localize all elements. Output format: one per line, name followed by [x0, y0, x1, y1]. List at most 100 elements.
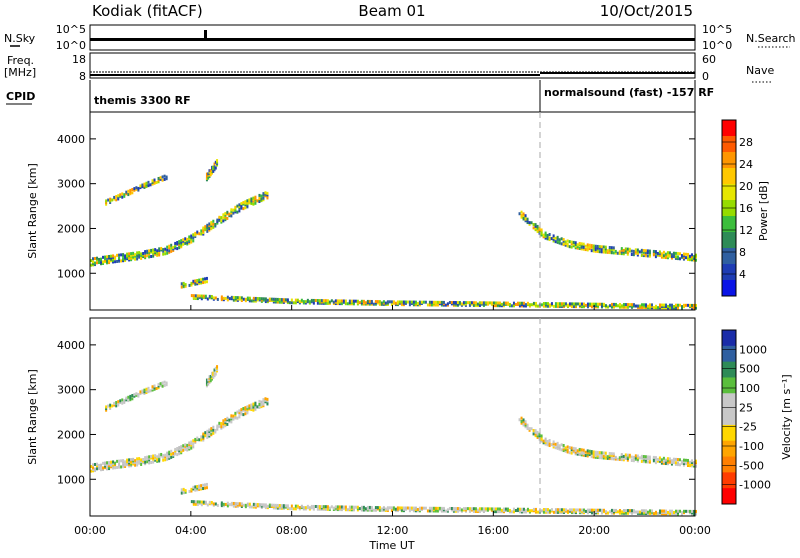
echo-cell: [474, 507, 477, 511]
echo-cell: [466, 301, 469, 305]
echo-cell: [238, 502, 241, 506]
echo-cell: [132, 459, 135, 463]
echo-cell: [596, 244, 599, 248]
echo-cell: [684, 509, 687, 513]
power-colorbar-swatch: [722, 184, 736, 201]
echo-cell: [112, 260, 115, 264]
echo-cell: [143, 182, 146, 186]
echo-cell: [486, 507, 489, 511]
echo-cell: [159, 382, 162, 386]
echo-cell: [242, 408, 245, 412]
echo-cell: [190, 237, 193, 241]
echo-cell: [109, 405, 112, 409]
echo-cell: [688, 464, 691, 468]
echo-cell: [692, 461, 695, 465]
echo-cell: [642, 252, 645, 256]
echo-cell: [202, 437, 205, 441]
echo-cell: [554, 446, 557, 450]
echo-cell: [428, 300, 431, 304]
echo-cell: [384, 301, 387, 305]
echo-cell: [204, 294, 207, 298]
cpid-label: CPID: [6, 90, 35, 103]
echo-cell: [100, 259, 103, 263]
echo-cell: [644, 250, 647, 254]
echo-cell: [192, 487, 195, 491]
echo-cell: [278, 504, 281, 508]
echo-cell: [178, 449, 181, 453]
echo-cell: [178, 241, 181, 245]
echo-cell: [258, 402, 261, 406]
echo-cell: [598, 245, 601, 249]
echo-cell: [638, 456, 641, 460]
echo-cell: [244, 297, 247, 301]
echo-cell: [524, 214, 527, 218]
echo-cell: [690, 459, 693, 463]
echo-cell: [252, 196, 255, 200]
echo-cell: [224, 424, 227, 428]
echo-cell: [165, 383, 168, 387]
echo-cell: [610, 302, 613, 306]
echo-cell: [340, 508, 343, 512]
echo-cell: [112, 255, 115, 259]
echo-cell: [172, 247, 175, 251]
echo-cell: [147, 180, 150, 184]
echo-cell: [158, 453, 161, 457]
echo-cell: [410, 300, 413, 304]
echo-cell: [194, 500, 197, 504]
nsky-trace: [90, 38, 695, 41]
echo-cell: [262, 297, 265, 301]
echo-cell: [180, 239, 183, 243]
echo-cell: [572, 508, 575, 512]
echo-cell: [178, 450, 181, 454]
echo-cell: [620, 454, 623, 458]
echo-cell: [202, 432, 205, 436]
echo-cell: [200, 435, 203, 439]
echo-cell: [566, 509, 569, 513]
echo-cell: [212, 502, 215, 506]
echo-cell: [147, 386, 150, 390]
echo-cell: [688, 254, 691, 258]
echo-cell: [123, 399, 126, 403]
echo-cell: [398, 506, 401, 510]
echo-cell: [94, 256, 97, 260]
echo-cell: [668, 251, 671, 255]
echo-cell: [262, 402, 265, 406]
echo-cell: [156, 252, 159, 256]
echo-cell: [310, 504, 313, 508]
echo-cell: [102, 466, 105, 470]
echo-cell: [128, 256, 131, 260]
echo-cell: [133, 187, 136, 191]
echo-cell: [266, 399, 269, 403]
echo-cell: [590, 455, 593, 459]
echo-cell: [548, 442, 551, 446]
echo-cell: [592, 302, 595, 306]
echo-cell: [138, 254, 141, 258]
echo-cell: [632, 249, 635, 253]
echo-cell: [130, 458, 133, 462]
echo-cell: [592, 455, 595, 459]
echo-cell: [252, 502, 255, 506]
echo-cell: [524, 421, 527, 425]
echo-cell: [352, 505, 355, 509]
echo-cell: [560, 237, 563, 241]
echo-cell: [608, 510, 611, 514]
echo-cell: [192, 445, 195, 449]
echo-cell: [540, 434, 543, 438]
echo-cell: [216, 503, 219, 507]
echo-cell: [594, 244, 597, 248]
echo-cell: [608, 455, 611, 459]
velocity-colorbar-tick-label: 500: [739, 363, 760, 376]
echo-cell: [644, 460, 647, 464]
echo-cell: [157, 382, 160, 386]
echo-cell: [122, 254, 125, 258]
echo-cell: [574, 508, 577, 512]
echo-cell: [590, 245, 593, 249]
echo-cell: [480, 301, 483, 305]
echo-cell: [127, 189, 130, 193]
echo-cell: [434, 300, 437, 304]
echo-cell: [122, 259, 125, 263]
x-tick-label: 04:00: [175, 524, 207, 537]
echo-cell: [688, 303, 691, 307]
echo-cell: [156, 456, 159, 460]
echo-cell: [684, 458, 687, 462]
